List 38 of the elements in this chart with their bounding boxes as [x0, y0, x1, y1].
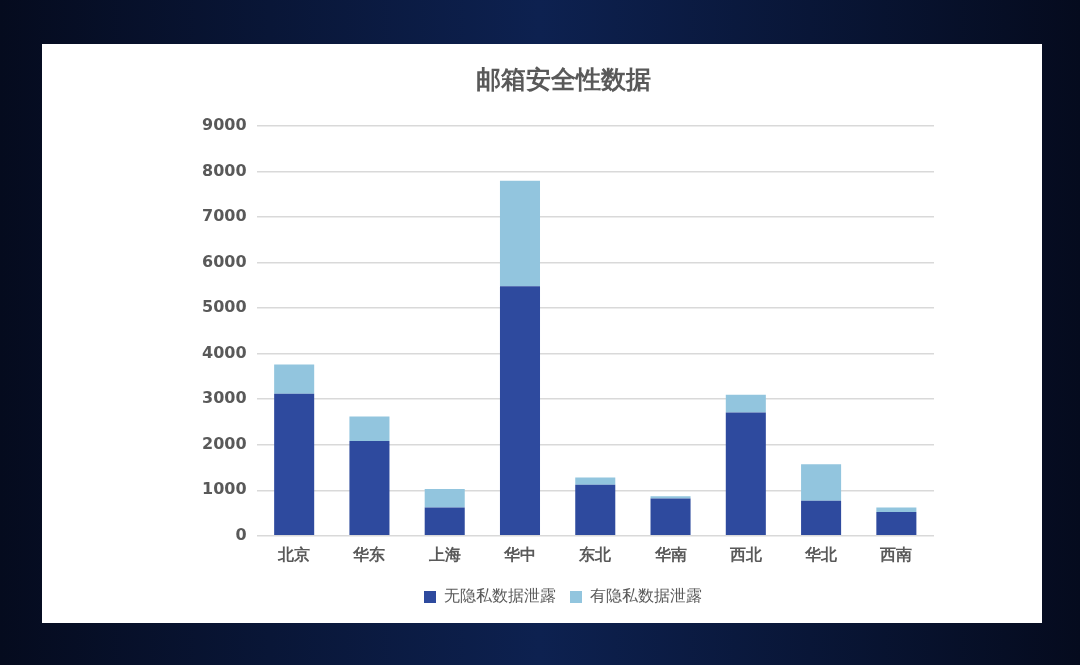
y-tick-label: 3000 [202, 388, 247, 408]
y-tick-label: 4000 [202, 342, 247, 362]
bar [424, 507, 465, 536]
bar [575, 484, 616, 536]
x-tick-label: 华中 [502, 544, 536, 564]
x-tick-label: 北京 [277, 544, 311, 564]
bar [801, 500, 842, 536]
legend-label: 无隐私数据泄露 [444, 586, 556, 606]
bar [575, 477, 616, 485]
bar [349, 441, 390, 536]
legend-label: 有隐私数据泄露 [590, 586, 702, 606]
y-tick-label: 6000 [202, 251, 247, 271]
y-tick-label: 9000 [202, 115, 247, 135]
chart-title: 邮箱安全性数据 [475, 64, 651, 94]
bar [274, 393, 315, 536]
bar [499, 286, 541, 536]
y-tick-label: 7000 [202, 206, 247, 226]
bar [424, 488, 465, 508]
x-tick-label: 东北 [578, 544, 613, 564]
bar [650, 498, 691, 536]
y-tick-label: 2000 [202, 433, 247, 453]
y-tick-label: 8000 [202, 160, 247, 180]
bar [349, 416, 390, 442]
x-tick-label: 西南 [879, 544, 913, 564]
bar [725, 412, 766, 536]
x-tick-label: 华东 [352, 544, 386, 564]
bar [801, 464, 842, 501]
bar [499, 180, 541, 287]
x-tick-label: 上海 [427, 544, 461, 564]
bar [274, 364, 315, 394]
x-tick-label: 西北 [728, 544, 763, 564]
x-tick-label: 华北 [804, 544, 839, 564]
x-tick-label: 华南 [653, 544, 687, 564]
y-tick-label: 5000 [202, 297, 247, 317]
bar [876, 512, 917, 536]
bar [725, 394, 766, 413]
y-tick-label: 1000 [202, 479, 247, 499]
y-tick-label: 0 [235, 524, 247, 544]
